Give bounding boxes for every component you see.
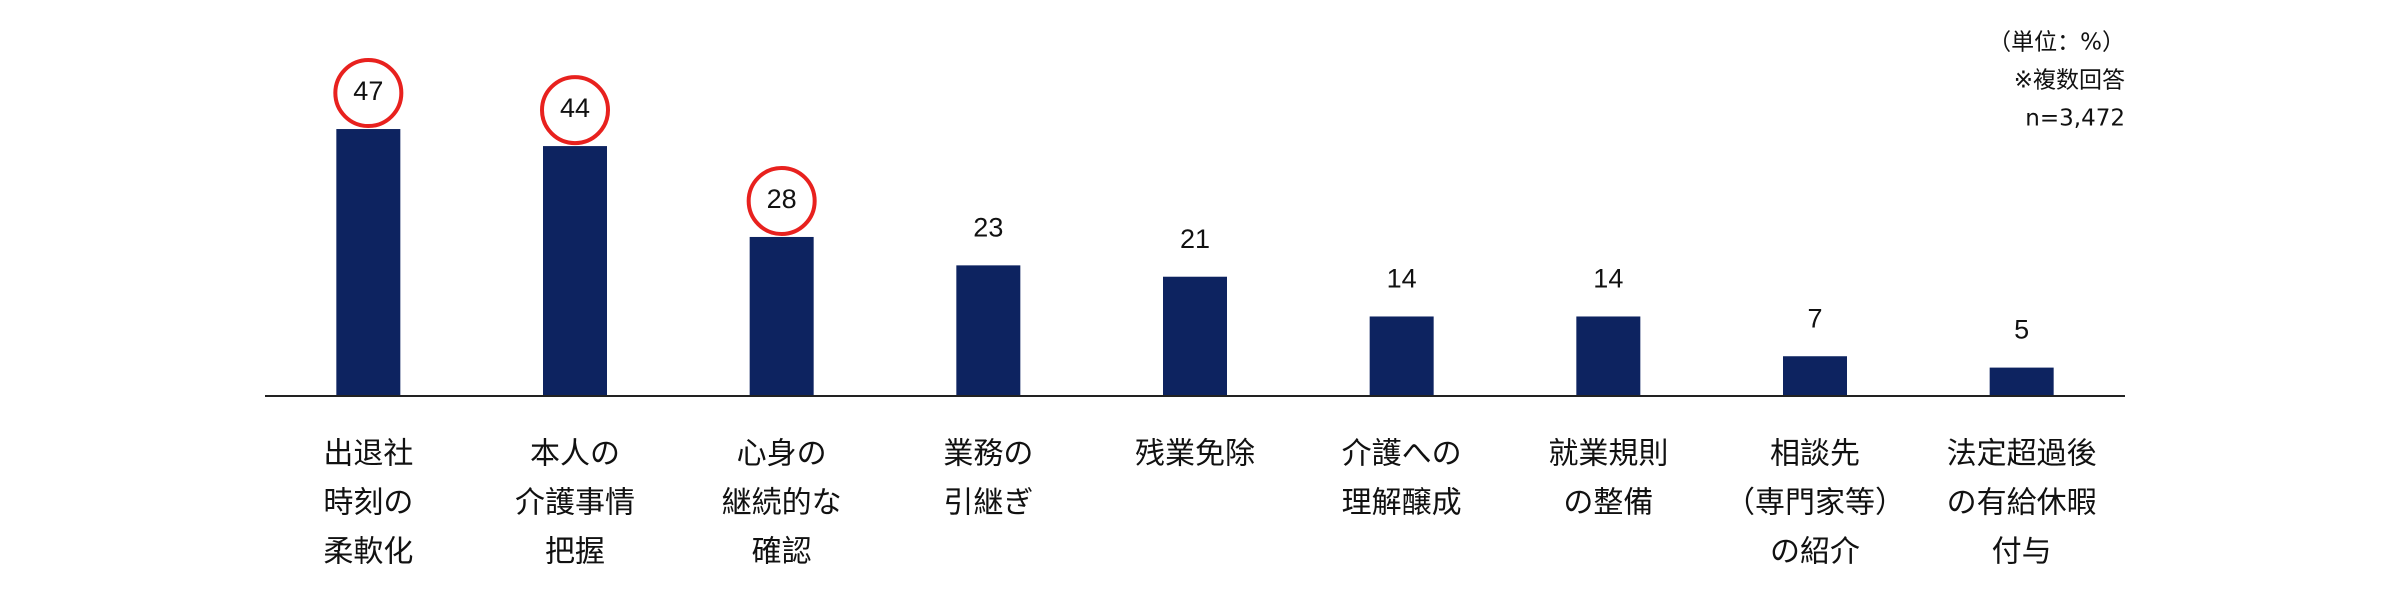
value-label: 7 (1807, 303, 1822, 333)
value-label: 44 (560, 93, 590, 123)
value-label: 47 (353, 76, 383, 106)
note: （単位：%） (1988, 30, 2125, 56)
bar (749, 236, 814, 396)
x-tick-label: 法定超過後 (1947, 437, 2097, 472)
x-tick-label: 引継ぎ (943, 486, 1033, 521)
x-tick-label: 継続的な (722, 486, 842, 521)
x-tick-label: 残業免除 (1135, 437, 1255, 472)
x-tick-label: の整備 (1563, 486, 1653, 521)
x-tick-label: 理解醸成 (1342, 486, 1462, 521)
value-label: 21 (1180, 224, 1210, 254)
x-tick-label: 把握 (545, 535, 605, 570)
bar (1369, 316, 1434, 396)
bar (543, 146, 607, 396)
x-tick-label: 付与 (1992, 535, 2052, 570)
bar (1576, 316, 1641, 396)
value-label: 14 (1593, 264, 1623, 294)
x-tick-label: 確認 (752, 535, 812, 570)
x-tick-label: （専門家等） (1725, 486, 1905, 521)
highlight-circle (540, 75, 610, 146)
highlight-circle (333, 58, 404, 129)
x-tick-label: 時刻の (323, 486, 413, 521)
x-tick-label: 心身の (737, 437, 827, 472)
note: n=3,472 (2025, 106, 2125, 132)
value-label: 28 (767, 184, 797, 214)
x-tick-label: 就業規則 (1548, 437, 1668, 472)
bar (1783, 356, 1847, 396)
x-tick-label: 出退社 (323, 437, 413, 472)
x-tick-label: 本人の (530, 437, 620, 472)
bar (1163, 276, 1227, 396)
note: ※複数回答 (2014, 68, 2125, 94)
x-tick-label: の有給休暇 (1947, 486, 2097, 521)
value-label: 5 (2014, 315, 2029, 345)
value-label: 14 (1387, 264, 1417, 294)
value-label: 23 (973, 212, 1003, 242)
bar (1989, 367, 2054, 396)
bar (336, 129, 401, 397)
x-tick-label: 柔軟化 (323, 535, 413, 570)
x-tick-label: 介護事情 (515, 486, 635, 521)
x-tick-label: 介護への (1342, 437, 1462, 472)
x-tick-label: 相談先 (1770, 437, 1860, 472)
highlight-circle (746, 165, 817, 236)
x-tick-label: 業務の (943, 437, 1033, 472)
x-tick-label: の紹介 (1770, 535, 1860, 570)
bar (956, 265, 1021, 396)
